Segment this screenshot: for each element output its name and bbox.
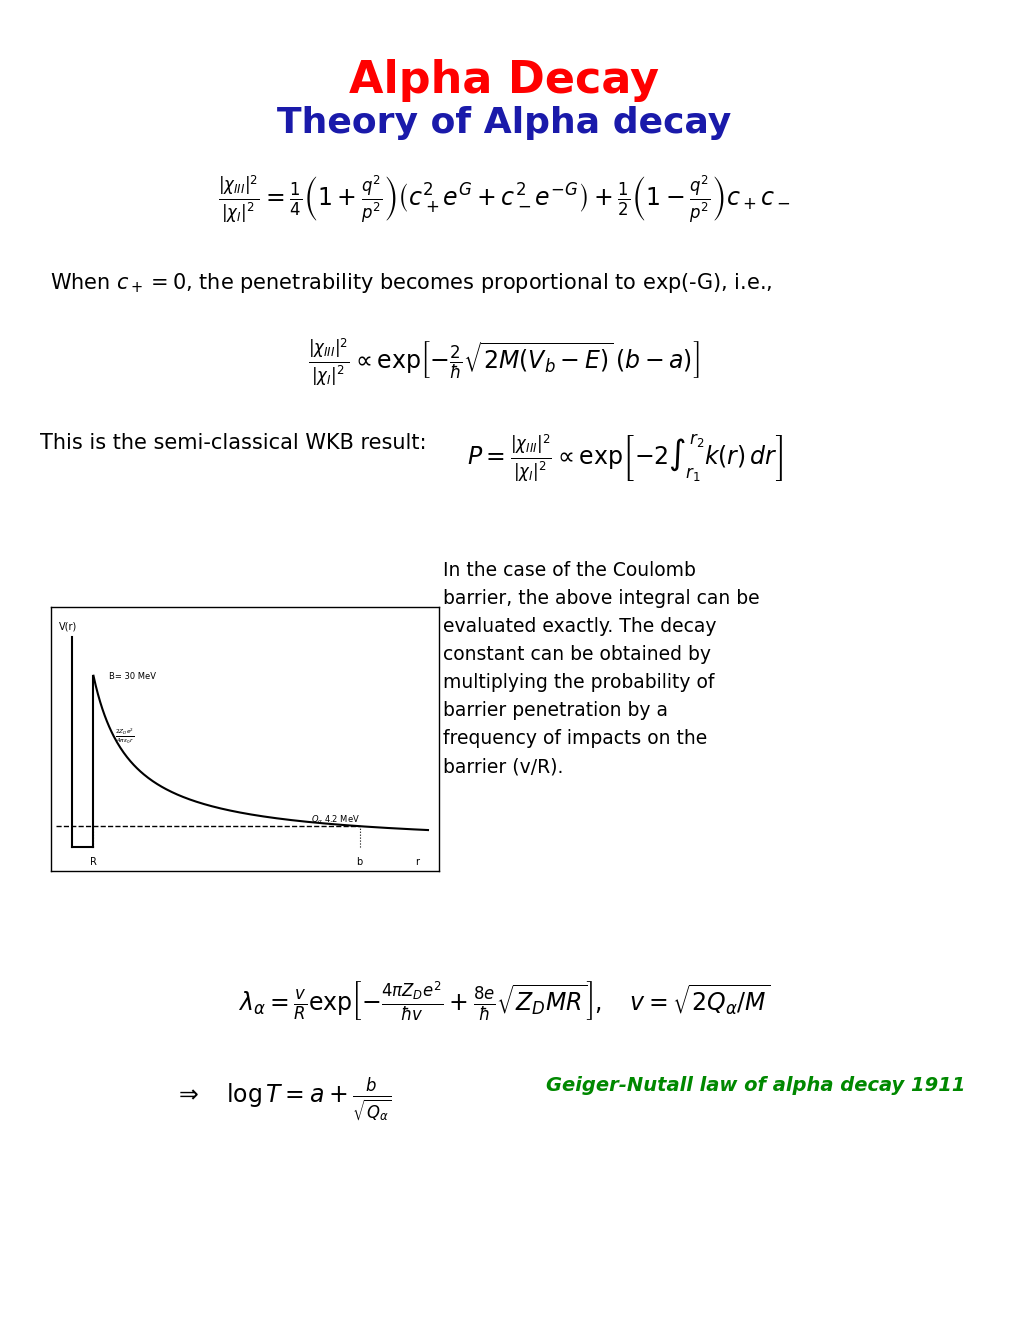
Text: $P = \frac{|\chi_{III}|^2}{|\chi_I|^2} \propto \exp\!\left[-2\int_{r_1}^{r_2} k(: $P = \frac{|\chi_{III}|^2}{|\chi_I|^2} \… [467,433,783,484]
Text: $\frac{2Z_De^2}{4\pi\varepsilon_0 r}$: $\frac{2Z_De^2}{4\pi\varepsilon_0 r}$ [114,727,135,746]
Text: $\frac{|\chi_{III}|^2}{|\chi_I|^2} \propto \exp\!\left[-\frac{2}{\hbar}\sqrt{2M(: $\frac{|\chi_{III}|^2}{|\chi_I|^2} \prop… [308,337,699,388]
Text: $\lambda_\alpha = \frac{v}{R}\exp\!\left[-\frac{4\pi Z_D e^2}{\hbar v} + \frac{8: $\lambda_\alpha = \frac{v}{R}\exp\!\left… [237,979,769,1023]
Text: Geiger-Nutall law of alpha decay 1911: Geiger-Nutall law of alpha decay 1911 [545,1076,965,1094]
Text: $Q_\alpha$ 4.2 MeV: $Q_\alpha$ 4.2 MeV [311,813,360,825]
Text: R: R [90,857,97,867]
Text: When $c_+=0$, the penetrability becomes proportional to exp(-G), i.e.,: When $c_+=0$, the penetrability becomes … [50,271,772,294]
Text: $\frac{|\chi_{III}|^2}{|\chi_I|^2} = \frac{1}{4}\left(1+\frac{q^2}{p^2}\right)\l: $\frac{|\chi_{III}|^2}{|\chi_I|^2} = \fr… [217,174,790,226]
Text: Alpha Decay: Alpha Decay [348,59,658,103]
Text: V(r): V(r) [58,622,76,631]
Text: Theory of Alpha decay: Theory of Alpha decay [276,106,731,140]
Text: In the case of the Coulomb
barrier, the above integral can be
evaluated exactly.: In the case of the Coulomb barrier, the … [443,561,759,776]
Text: B= 30 MeV: B= 30 MeV [109,672,156,681]
Text: $\Rightarrow \quad \log T = a + \frac{b}{\sqrt{Q_\alpha}}$: $\Rightarrow \quad \log T = a + \frac{b}… [173,1076,390,1123]
Text: b: b [357,857,363,867]
Text: r: r [415,857,419,867]
Text: This is the semi-classical WKB result:: This is the semi-classical WKB result: [41,433,426,453]
